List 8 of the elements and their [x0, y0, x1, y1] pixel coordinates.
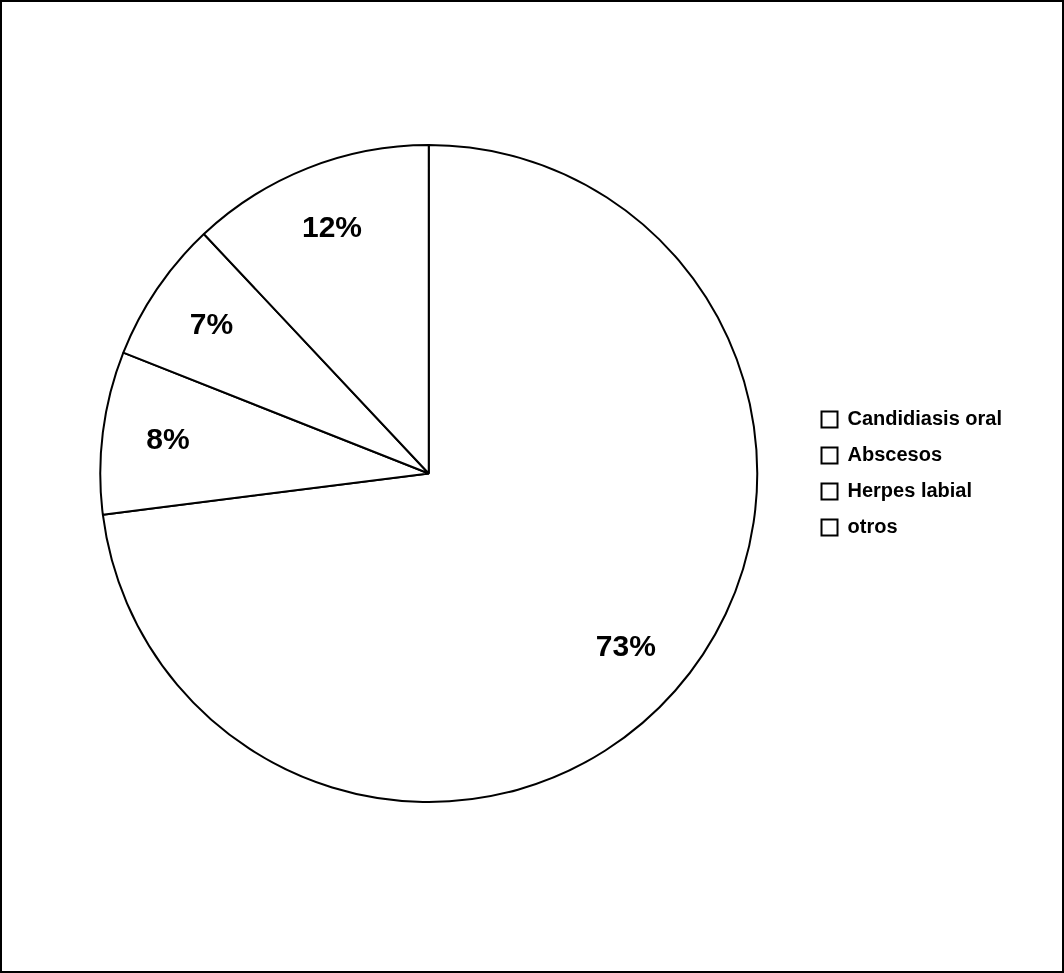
data-label: 7% [189, 307, 234, 341]
legend-label: otros [847, 515, 898, 538]
legend-label: Herpes labial [847, 479, 973, 502]
data-label: 73% [595, 628, 656, 662]
data-label: 12% [301, 210, 363, 244]
legend-label: Abscesos [847, 443, 943, 466]
legend-label: Candidiasis oral [847, 407, 1003, 430]
data-label: 8% [146, 421, 190, 455]
